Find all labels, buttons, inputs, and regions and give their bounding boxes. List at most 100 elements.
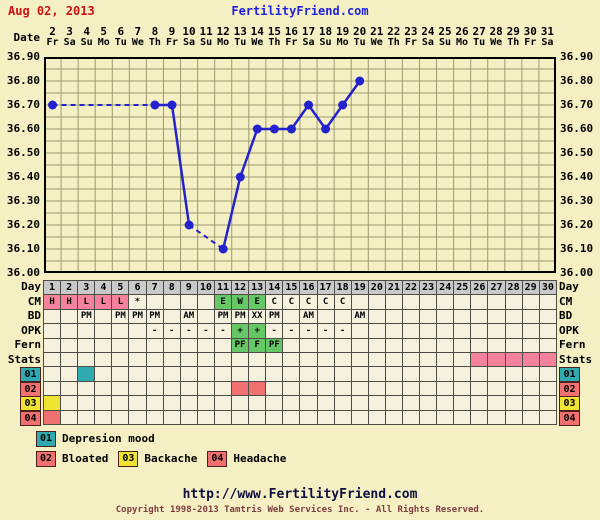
grid-cell: 23 <box>419 279 438 296</box>
grid-cell: 1 <box>42 279 62 296</box>
date-column: 23 Fr <box>402 26 419 50</box>
grid-cell <box>179 351 198 368</box>
grid-cell: - <box>179 323 198 339</box>
grid-cell <box>145 395 164 411</box>
grid-cell: - <box>282 323 301 339</box>
y-tick-label: 36.40 <box>560 170 594 183</box>
date-number: 3 <box>66 25 73 38</box>
date-column: 6 Tu <box>112 26 129 50</box>
grid-cell <box>94 380 113 397</box>
site-title-link[interactable]: FertilityFriend.com <box>231 4 369 18</box>
date-number: 19 <box>335 25 350 38</box>
grid-cell <box>367 323 386 339</box>
grid-cell: 9 <box>179 279 198 296</box>
date-column: 22 Th <box>385 26 402 50</box>
grid-cell: - <box>299 323 318 339</box>
grid-cell <box>42 395 62 411</box>
grid-cell: 26 <box>470 279 489 296</box>
grid-cell <box>42 308 62 325</box>
date-number: 31 <box>540 25 554 38</box>
copyright-text: Copyright 1998-2013 Tamtris Web Services… <box>115 505 485 515</box>
grid-cell: * <box>128 294 147 310</box>
date-column: 10 Sa <box>181 26 198 50</box>
weekday-label: Su <box>319 37 332 48</box>
weekday-label: Fr <box>404 37 417 48</box>
date-column: 29 Th <box>505 26 522 50</box>
grid-cell <box>128 323 147 339</box>
grid-cell <box>77 395 96 411</box>
grid-cell <box>316 337 335 353</box>
grid-cell: PM <box>128 308 147 325</box>
grid-cell <box>453 337 472 353</box>
grid-cell <box>42 323 62 339</box>
grid-cell: H <box>60 294 79 310</box>
weekday-label: Th <box>387 37 400 48</box>
grid-cell <box>60 337 79 353</box>
grid-cell <box>367 351 386 368</box>
weekday-label: Tu <box>473 37 486 48</box>
grid-cell: 5 <box>111 279 130 296</box>
grid-cell <box>60 409 79 425</box>
grid-cell <box>179 395 198 411</box>
grid-cell <box>299 409 318 425</box>
temp-point <box>286 124 296 134</box>
date-column: 2 Fr <box>44 26 61 50</box>
grid-cell <box>470 366 489 382</box>
grid-cell: L <box>94 294 113 310</box>
grid-cell <box>128 380 147 397</box>
date-column: 18 Su <box>317 26 334 50</box>
grid-cell: XX <box>248 308 267 325</box>
y-tick-label: 36.20 <box>6 218 40 231</box>
grid-cell <box>60 366 79 382</box>
grid-cell <box>231 380 250 397</box>
grid-cell <box>367 337 386 353</box>
row-label-04: 04 <box>559 410 599 426</box>
y-tick-label: 36.90 <box>6 50 40 63</box>
temp-point <box>252 124 262 134</box>
grid-cell <box>196 366 215 382</box>
y-tick-label: 36.80 <box>560 74 594 87</box>
grid-cell <box>436 395 455 411</box>
grid-cell: 8 <box>162 279 181 296</box>
row-label-opk: OPK <box>21 323 41 337</box>
row-label-bd: BD <box>27 309 41 322</box>
weekday-label: Fr <box>524 37 537 48</box>
grid-cell <box>265 409 284 425</box>
grid-cell <box>162 380 181 397</box>
footer-url-link[interactable]: http://www.FertilityFriend.com <box>182 487 418 502</box>
grid-cell: L <box>77 294 96 310</box>
date-number: 16 <box>284 25 299 38</box>
chart-line-segment <box>290 104 310 130</box>
grid-cell <box>350 409 369 425</box>
grid-cell <box>248 366 267 382</box>
grid-cell <box>145 366 164 382</box>
grid-cell <box>350 294 369 310</box>
date-number: 22 <box>387 25 401 38</box>
y-tick-label: 36.00 <box>560 266 594 279</box>
grid-cell <box>316 409 335 425</box>
grid-cell: 25 <box>453 279 472 296</box>
grid-cell <box>145 294 164 310</box>
grid-cell <box>213 409 233 425</box>
row-label-01: 01 <box>0 367 41 382</box>
grid-cell <box>248 395 267 411</box>
grid-cell <box>111 409 130 425</box>
grid-cell <box>538 380 558 397</box>
grid-cell <box>538 323 558 339</box>
grid-cell: PM <box>213 308 233 325</box>
grid-cell <box>401 294 421 310</box>
date-number: 15 <box>267 25 281 38</box>
date-row-label: Date <box>13 31 41 44</box>
grid-cell <box>231 351 250 368</box>
grid-cell <box>384 351 403 368</box>
grid-cell: 17 <box>316 279 335 296</box>
y-tick-label: 36.70 <box>6 98 40 111</box>
grid-cell: PM <box>77 308 96 325</box>
date-column: 17 Sa <box>300 26 317 50</box>
grid-cell <box>521 308 540 325</box>
temp-point <box>269 124 279 134</box>
grid-cell: 3 <box>77 279 96 296</box>
grid-cell <box>213 351 233 368</box>
grid-cell <box>282 337 301 353</box>
